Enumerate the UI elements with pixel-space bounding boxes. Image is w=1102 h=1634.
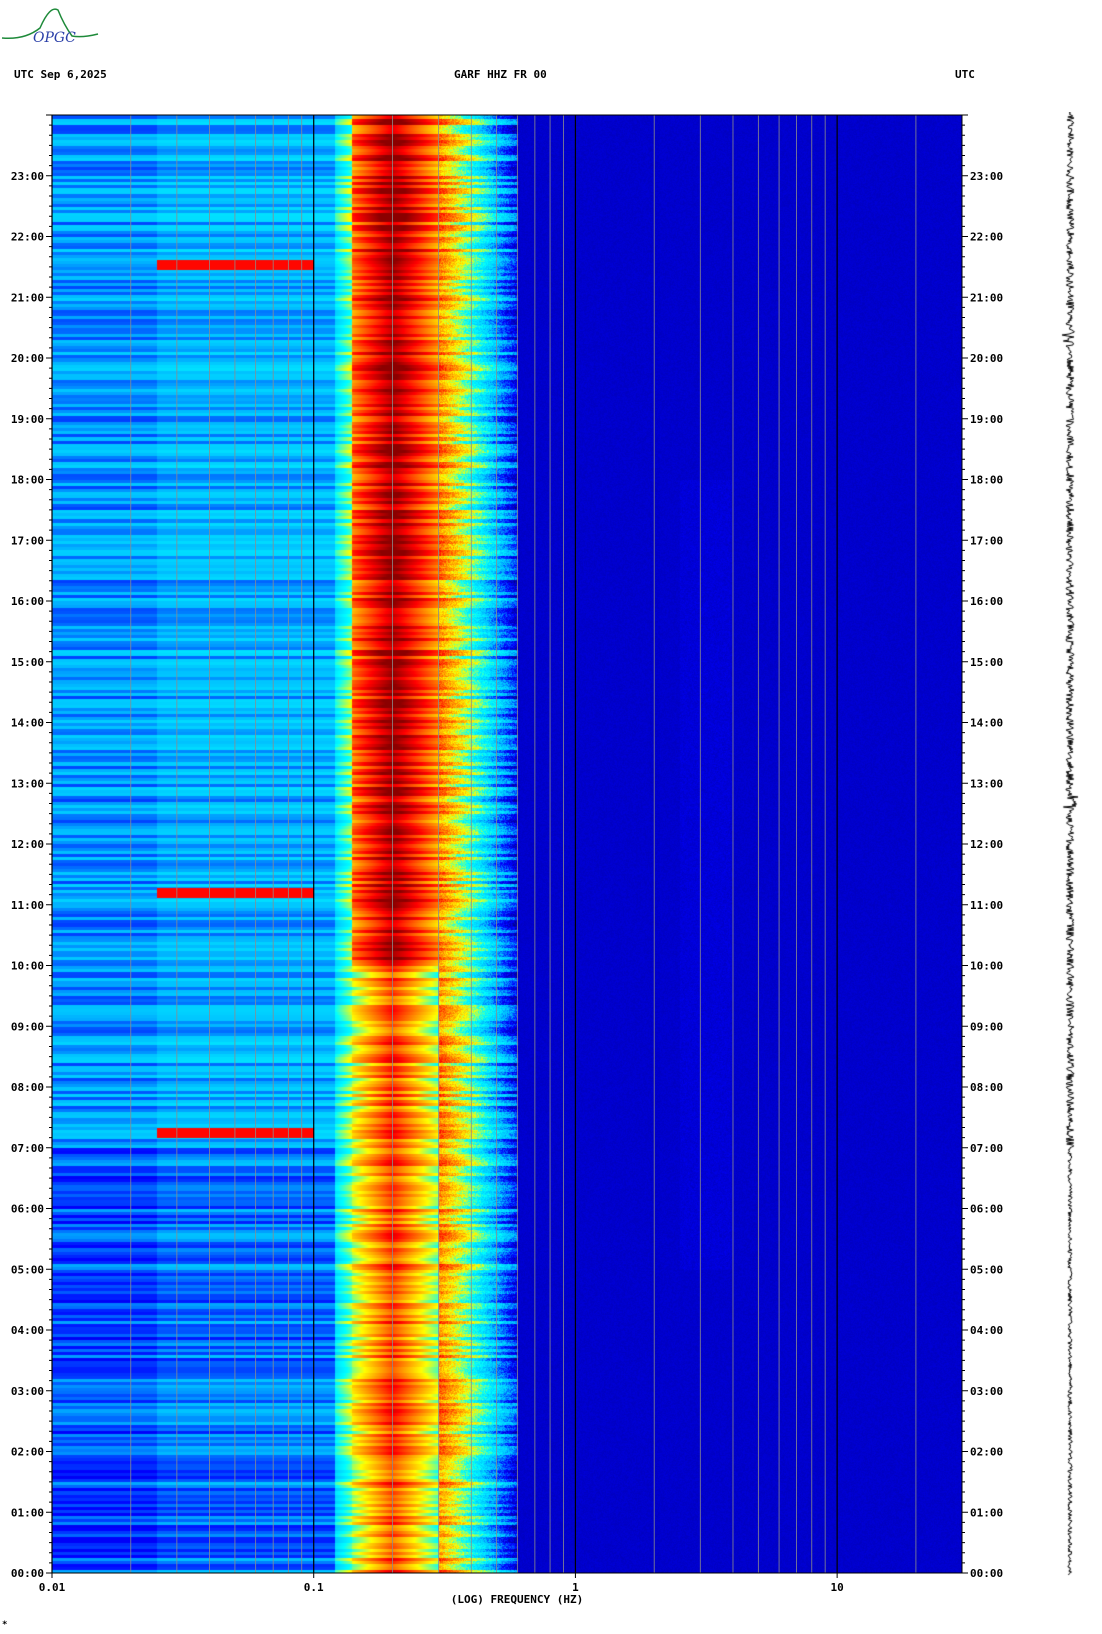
time-label-left: 19:00	[11, 413, 44, 426]
time-label-left: 23:00	[11, 170, 44, 183]
time-label-right: 09:00	[970, 1020, 1003, 1033]
time-label-left: 22:00	[11, 231, 44, 244]
frequency-tick-label: 0.1	[304, 1581, 324, 1594]
time-label-left: 16:00	[11, 595, 44, 608]
time-label-right: 06:00	[970, 1203, 1003, 1216]
time-label-left: 02:00	[11, 1446, 44, 1459]
time-label-right: 18:00	[970, 474, 1003, 487]
time-label-left: 11:00	[11, 899, 44, 912]
time-label-right: 11:00	[970, 899, 1003, 912]
time-label-left: 00:00	[11, 1567, 44, 1580]
time-label-right: 19:00	[970, 413, 1003, 426]
time-label-right: 08:00	[970, 1081, 1003, 1094]
time-label-right: 10:00	[970, 960, 1003, 973]
time-label-right: 20:00	[970, 352, 1003, 365]
time-label-left: 18:00	[11, 474, 44, 487]
time-label-left: 08:00	[11, 1081, 44, 1094]
spectrogram-heatmap	[52, 115, 962, 1573]
time-label-left: 17:00	[11, 534, 44, 547]
header-right-label: UTC	[955, 68, 975, 81]
frequency-tick-label: 10	[831, 1581, 844, 1594]
time-label-right: 13:00	[970, 777, 1003, 790]
time-label-right: 12:00	[970, 838, 1003, 851]
time-label-left: 06:00	[11, 1203, 44, 1216]
time-label-right: 05:00	[970, 1263, 1003, 1276]
opgc-logo: OPGC	[0, 0, 100, 50]
time-label-left: 10:00	[11, 960, 44, 973]
frequency-tick-label: 1	[572, 1581, 579, 1594]
time-label-right: 02:00	[970, 1446, 1003, 1459]
time-label-left: 05:00	[11, 1263, 44, 1276]
time-label-left: 07:00	[11, 1142, 44, 1155]
time-label-left: 15:00	[11, 656, 44, 669]
header-left-label: UTC Sep 6,2025	[14, 68, 107, 81]
time-label-right: 00:00	[970, 1567, 1003, 1580]
time-label-right: 07:00	[970, 1142, 1003, 1155]
station-title: GARF HHZ FR 00	[454, 68, 547, 81]
time-label-right: 16:00	[970, 595, 1003, 608]
time-label-left: 21:00	[11, 291, 44, 304]
time-label-left: 13:00	[11, 777, 44, 790]
footer-mark: *	[2, 1620, 8, 1630]
time-label-right: 03:00	[970, 1385, 1003, 1398]
time-label-right: 21:00	[970, 291, 1003, 304]
time-label-right: 14:00	[970, 717, 1003, 730]
time-label-right: 22:00	[970, 231, 1003, 244]
frequency-tick-label: 0.01	[39, 1581, 66, 1594]
time-label-right: 23:00	[970, 170, 1003, 183]
logo-text: OPGC	[33, 30, 76, 46]
time-label-left: 01:00	[11, 1506, 44, 1519]
time-label-left: 09:00	[11, 1020, 44, 1033]
time-label-left: 12:00	[11, 838, 44, 851]
time-label-left: 03:00	[11, 1385, 44, 1398]
time-label-right: 17:00	[970, 534, 1003, 547]
time-label-left: 04:00	[11, 1324, 44, 1337]
time-label-right: 01:00	[970, 1506, 1003, 1519]
time-label-right: 15:00	[970, 656, 1003, 669]
time-label-left: 14:00	[11, 717, 44, 730]
x-axis-label: (LOG) FREQUENCY (HZ)	[451, 1593, 583, 1606]
time-label-right: 04:00	[970, 1324, 1003, 1337]
time-label-left: 20:00	[11, 352, 44, 365]
seismogram-trace	[1040, 112, 1100, 1576]
